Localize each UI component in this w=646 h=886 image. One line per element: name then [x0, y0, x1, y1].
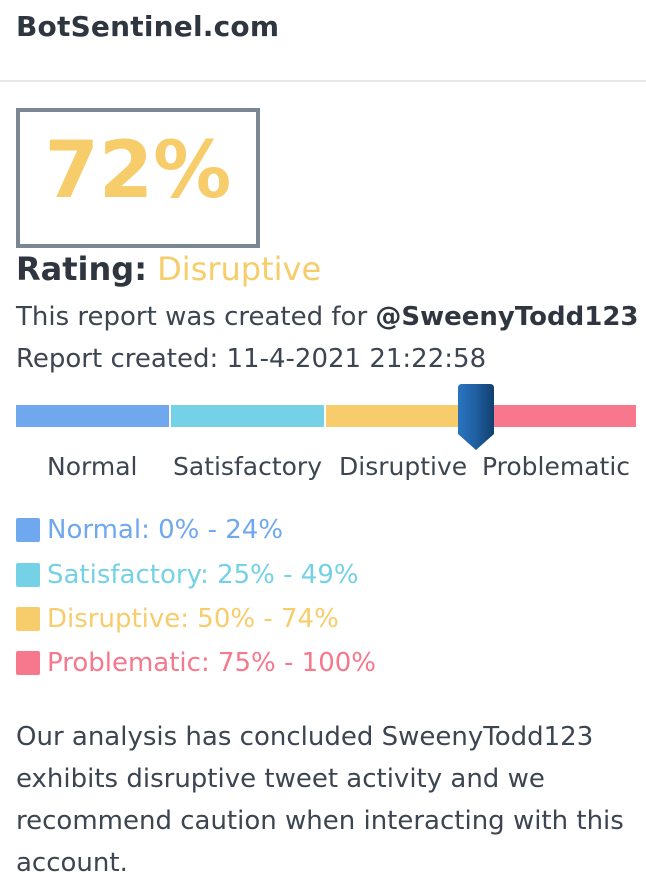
- legend-text-normal: Normal: 0% - 24%: [47, 515, 284, 545]
- legend-text-problematic: Problematic: 75% - 100%: [47, 648, 376, 678]
- score-marker-icon: [458, 384, 494, 450]
- rating-value: Disruptive: [157, 250, 322, 288]
- report-created-for: This report was created for @SweenyTodd1…: [16, 300, 639, 334]
- scale-label-disruptive: Disruptive: [339, 452, 468, 481]
- score-box: 72%: [16, 108, 260, 248]
- rating-scale-bar: [16, 405, 636, 427]
- legend-swatch-satisfactory: [16, 563, 40, 587]
- scale-label-satisfactory: Satisfactory: [173, 452, 322, 481]
- legend-swatch-normal: [16, 518, 40, 542]
- legend-swatch-problematic: [16, 651, 40, 675]
- score-percent: 72%: [44, 126, 232, 216]
- legend-swatch-disruptive: [16, 607, 40, 631]
- scale-segment-disruptive: [326, 405, 479, 427]
- analysis-summary: Our analysis has concluded SweenyTodd123…: [16, 722, 624, 878]
- rating: Rating: Disruptive: [16, 248, 321, 290]
- legend-text-satisfactory: Satisfactory: 25% - 49%: [47, 560, 359, 590]
- scale-segment-satisfactory: [171, 405, 324, 427]
- site-brand[interactable]: BotSentinel.com: [16, 10, 280, 43]
- legend-text-disruptive: Disruptive: 50% - 74%: [47, 604, 339, 634]
- scale-segment-problematic: [481, 405, 636, 427]
- report-created-for-label: This report was created for: [16, 302, 368, 332]
- rating-label: Rating:: [16, 250, 147, 288]
- report-created-date: Report created: 11-4-2021 21:22:58: [16, 344, 487, 374]
- scale-segment-normal: [16, 405, 169, 427]
- scale-label-normal: Normal: [47, 452, 138, 481]
- scale-label-problematic: Problematic: [482, 452, 631, 481]
- account-handle[interactable]: @SweenyTodd123: [375, 302, 639, 332]
- site-header: BotSentinel.com: [0, 0, 646, 82]
